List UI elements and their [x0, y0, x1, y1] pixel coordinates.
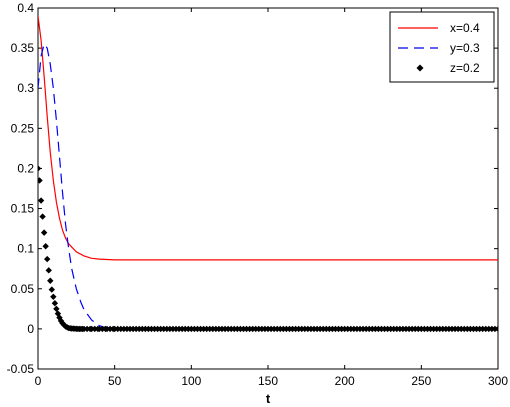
x-tick-label: 150	[258, 374, 278, 388]
series-z-0-2-point	[42, 243, 49, 250]
legend-label-y-0-3: y=0.3	[450, 41, 480, 55]
series-z-0-2-point	[38, 177, 43, 184]
legend-box	[389, 11, 495, 83]
y-tick-label: 0.4	[17, 1, 34, 15]
y-axis-ticks: -0.05 0 0.05 0.1 0.15 0.2 0.25 0.3 0.35 0.4	[7, 1, 498, 376]
y-tick-label: 0.25	[11, 121, 35, 135]
x-tick-label: 50	[108, 374, 122, 388]
y-tick-label: 0.15	[11, 202, 35, 216]
x-tick-label: 0	[35, 374, 42, 388]
legend-label-z-0-2: z=0.2	[450, 61, 480, 75]
series-z-0-2-point	[38, 197, 45, 204]
x-tick-label: 100	[181, 374, 201, 388]
y-tick-label: 0.2	[17, 161, 34, 175]
legend: x=0.4 y=0.3 z=0.2	[389, 11, 495, 83]
x-tick-label: 250	[411, 374, 431, 388]
series-z-0-2-point	[48, 286, 55, 293]
y-tick-label: 0	[27, 322, 34, 336]
x-axis-ticks: 0 50 100 150 200 250 300	[35, 8, 508, 388]
series-z-0-2-point	[50, 293, 57, 300]
x-tick-label: 200	[335, 374, 355, 388]
series-layer	[38, 15, 498, 333]
series-x-0-4-line	[38, 15, 498, 261]
series-z-0-2-point	[53, 305, 60, 313]
legend-label-x-0-4: x=0.4	[450, 21, 480, 35]
series-z-0-2-point	[494, 325, 498, 333]
series-z-0-2-point	[38, 165, 42, 172]
legend-marker-z-0-2	[416, 64, 424, 72]
series-z-0-2-point	[51, 300, 59, 307]
series-z-0-2-point	[40, 229, 48, 236]
series-z-0-2-point	[47, 277, 54, 284]
series-z-0-2-point	[45, 267, 52, 274]
series-z-0-2-point	[39, 213, 46, 220]
series-z-0-2-point	[44, 255, 51, 263]
x-axis-label: t	[266, 391, 271, 406]
y-tick-label: 0.3	[17, 81, 34, 95]
y-tick-label: -0.05	[7, 362, 35, 376]
x-tick-label: 300	[488, 374, 508, 388]
y-tick-label: 0.35	[11, 41, 35, 55]
y-tick-label: 0.1	[17, 242, 34, 256]
y-tick-label: 0.05	[11, 282, 35, 296]
